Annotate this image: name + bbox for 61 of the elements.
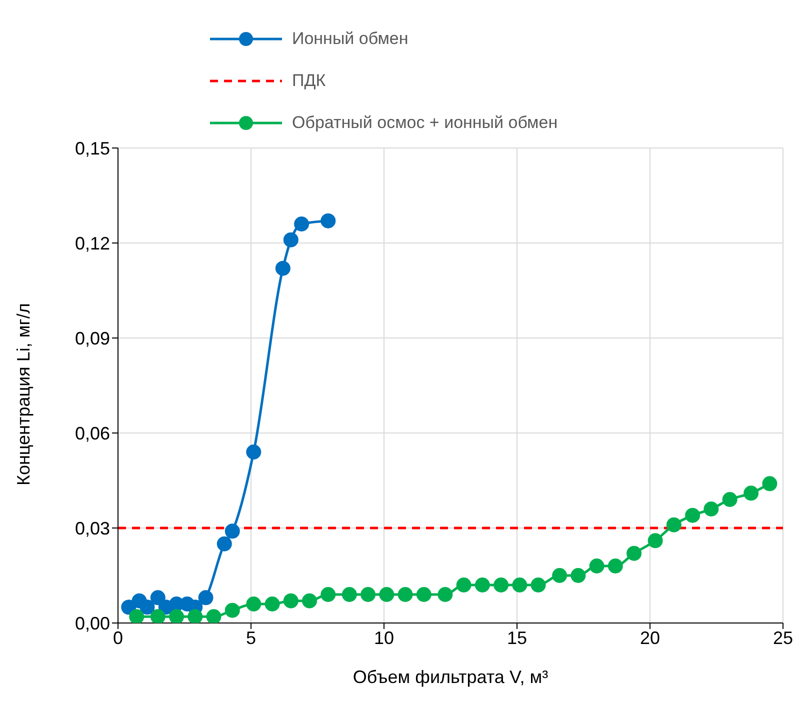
y-tick-label: 0,00	[74, 613, 110, 634]
y-tick-label: 0,15	[74, 138, 110, 158]
point	[206, 609, 222, 623]
point	[302, 593, 318, 608]
point	[438, 587, 453, 602]
y-tick-label: 0,06	[74, 423, 110, 444]
point	[512, 578, 528, 592]
point	[762, 476, 778, 492]
point	[474, 578, 490, 592]
point	[216, 536, 232, 552]
point	[283, 593, 298, 608]
point	[150, 609, 166, 623]
point	[530, 578, 546, 592]
point	[552, 568, 568, 583]
point	[246, 444, 262, 460]
point	[169, 609, 184, 623]
legend-label: Обратный осмос + ионный обмен	[292, 113, 558, 133]
point	[246, 596, 262, 612]
point	[198, 590, 214, 606]
point	[685, 508, 700, 523]
point	[264, 596, 280, 612]
y-tick-label: 0,03	[74, 518, 110, 538]
point	[188, 609, 203, 623]
x-tick-label: 20	[640, 628, 660, 648]
point	[589, 558, 604, 574]
point	[398, 587, 413, 602]
point	[224, 602, 240, 618]
point	[140, 600, 155, 615]
point	[416, 587, 432, 602]
x-tick-label: 5	[246, 628, 256, 648]
point	[320, 213, 336, 228]
point	[456, 578, 472, 592]
point	[360, 587, 376, 602]
legend-label: Ионный обмен	[292, 29, 408, 49]
point	[320, 587, 336, 602]
point	[608, 558, 623, 574]
x-tick-label: 15	[506, 628, 528, 648]
point	[150, 590, 166, 606]
y-tick-label: 0,09	[74, 328, 110, 348]
x-axis-title: Объем фильтрата V, м³	[352, 667, 548, 687]
y-tick-label: 0,12	[74, 233, 110, 254]
point	[722, 492, 738, 507]
point	[275, 260, 290, 276]
x-tick-label: 10	[374, 628, 394, 648]
point	[129, 609, 144, 623]
point	[283, 232, 298, 248]
point	[666, 517, 682, 532]
x-tick-label: 0	[112, 628, 124, 648]
point	[704, 502, 719, 516]
point	[224, 524, 240, 539]
point	[379, 587, 394, 602]
point	[494, 578, 509, 592]
x-tick-label: 25	[772, 628, 794, 648]
point	[648, 533, 663, 548]
y-axis-title: Концентрация Li, мг/л	[13, 303, 34, 486]
point	[294, 216, 310, 232]
point	[342, 587, 357, 602]
point	[744, 486, 759, 501]
point	[626, 546, 642, 561]
point	[570, 568, 586, 583]
legend-label: ПДК	[292, 71, 326, 91]
